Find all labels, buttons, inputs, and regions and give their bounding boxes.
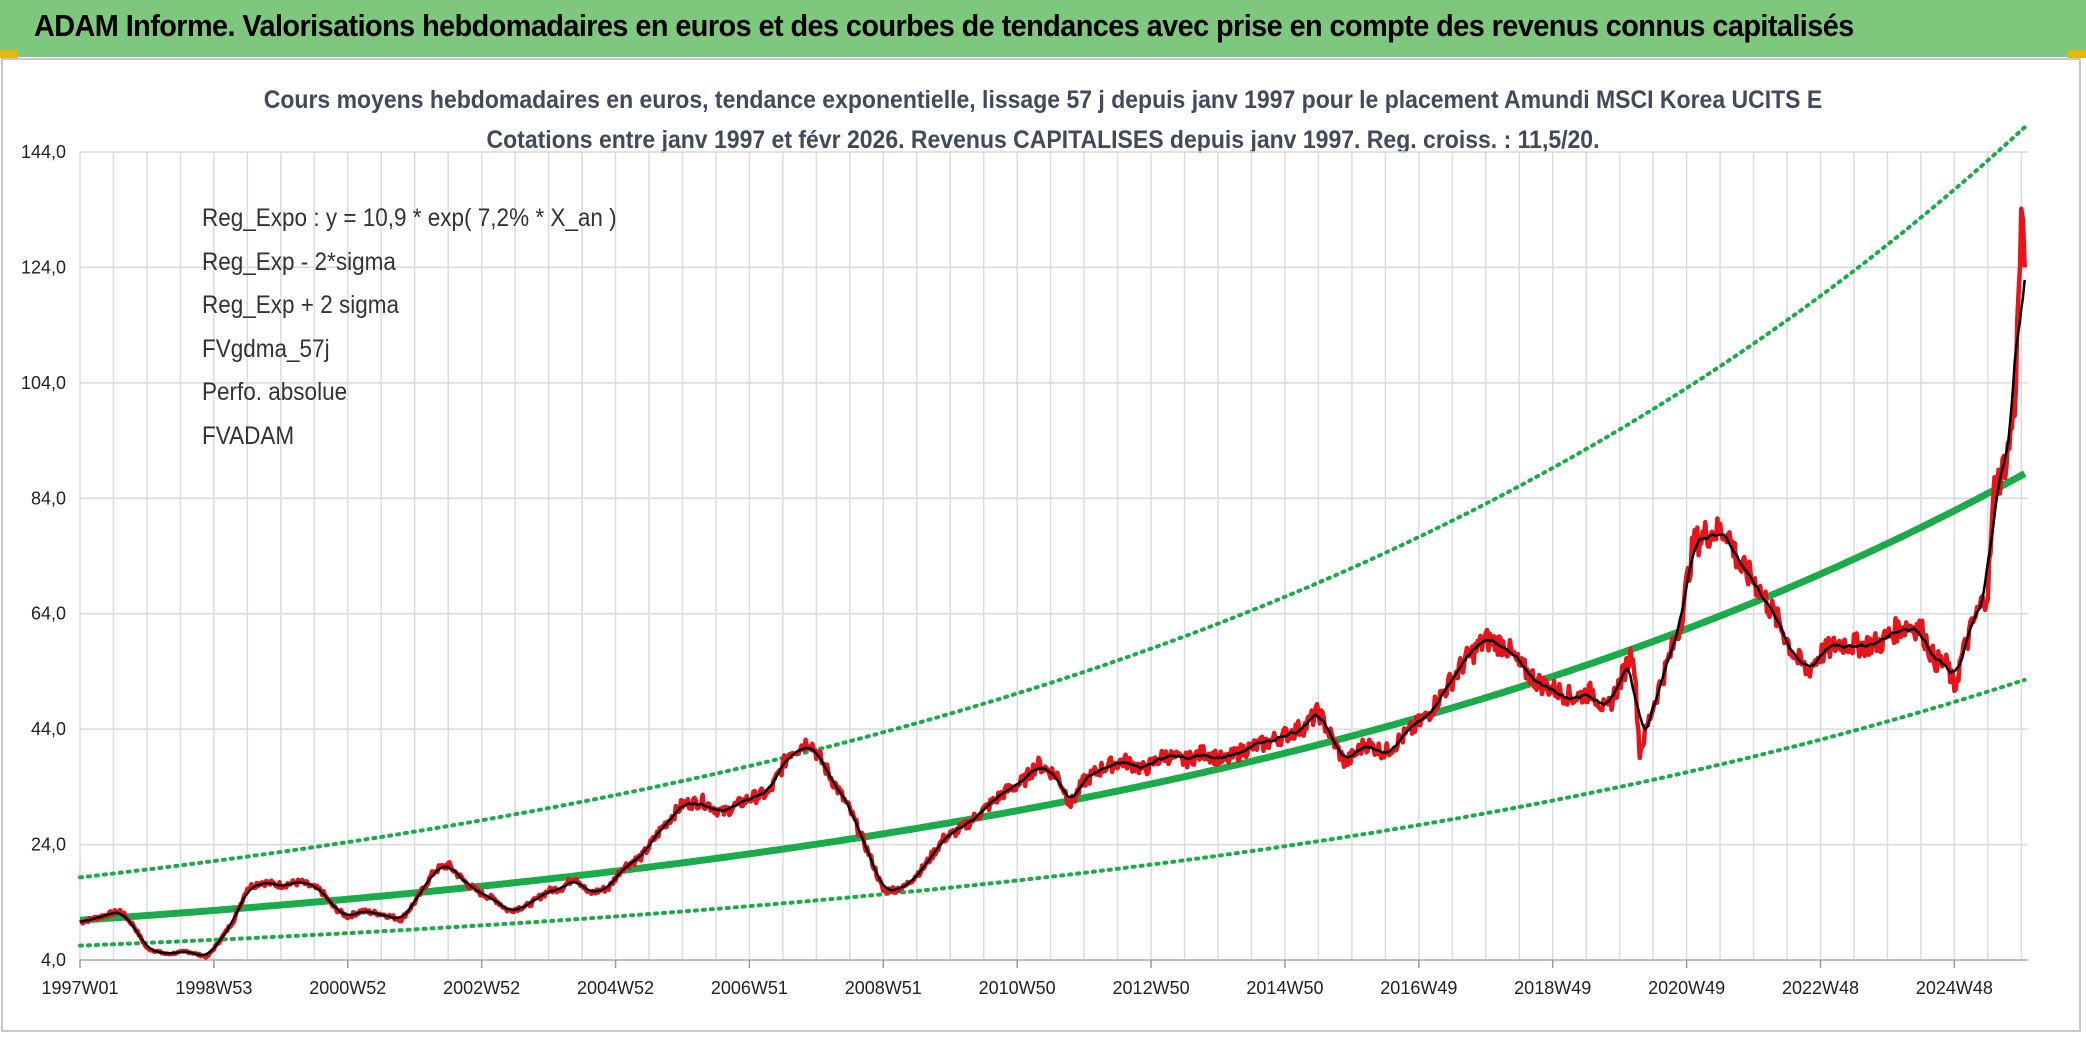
x-tick-label: 2020W49 (1648, 978, 1725, 998)
legend-label-perfo: Perfo. absolue (202, 378, 348, 406)
header-accent-right (2068, 50, 2086, 58)
x-tick-label: 2022W48 (1782, 978, 1859, 998)
x-tick-label: 2014W50 (1246, 978, 1323, 998)
series-fvgdma-57j (79, 279, 2026, 957)
y-tick-label: 104,0 (21, 373, 66, 393)
chart-frame (1, 58, 2081, 1032)
report-title: ADAM Informe. Valorisations hebdomadaire… (34, 8, 1854, 43)
x-tick-label: 2018W49 (1514, 978, 1591, 998)
x-tick-label: 2024W48 (1916, 978, 1993, 998)
chart-title-line2: Cotations entre janv 1997 et févr 2026. … (486, 126, 1600, 154)
y-tick-label: 144,0 (21, 142, 66, 162)
x-tick-label: 2002W52 (443, 978, 520, 998)
header-accent-left (0, 50, 18, 58)
gridlines (79, 151, 2028, 961)
y-tick-label: 124,0 (21, 257, 66, 277)
legend-label-fvadam: FVADAM (202, 421, 295, 450)
legend-label-fvgdma: FVgdma_57j (202, 334, 330, 363)
y-tick-label: 44,0 (31, 719, 66, 739)
x-axis: 1997W01 1998W53 2000W52 2002W52 2004W52 2006W… (41, 960, 1993, 998)
x-tick-label: 2006W51 (711, 978, 788, 998)
x-tick-label: 1998W53 (175, 978, 252, 998)
x-tick-label: 2016W49 (1380, 978, 1457, 998)
x-tick-label: 2000W52 (309, 978, 386, 998)
x-tick-label: 1997W01 (41, 978, 118, 998)
series-reg-expo (79, 470, 2027, 924)
x-tick-label: 2012W50 (1113, 978, 1190, 998)
x-tick-label: 2008W51 (845, 978, 922, 998)
report-header-banner (0, 0, 2086, 57)
y-tick-label: 84,0 (31, 488, 66, 508)
chart-title-line1: Cours moyens hebdomadaires en euros, ten… (263, 86, 1823, 114)
series-reg-minus-2sigma (78, 677, 2027, 948)
series-group (78, 125, 2027, 960)
series-reg-plus-2sigma (78, 125, 2027, 880)
y-tick-label: 64,0 (31, 604, 66, 624)
y-tick-label: 24,0 (31, 835, 66, 855)
y-axis: 4,0 24,0 44,0 64,0 84,0 104,0 124,0 144,0 (21, 142, 66, 970)
legend-label-reg-expo: Reg_Expo : y = 10,9 * exp( 7,2% * X_an ) (202, 204, 617, 232)
legend-label-reg-minus: Reg_Exp - 2*sigma (202, 247, 396, 276)
legend-label-reg-plus: Reg_Exp + 2 sigma (202, 291, 399, 319)
x-tick-label: 2004W52 (577, 978, 654, 998)
x-tick-label: 2010W50 (979, 978, 1056, 998)
y-tick-label: 4,0 (41, 950, 66, 970)
